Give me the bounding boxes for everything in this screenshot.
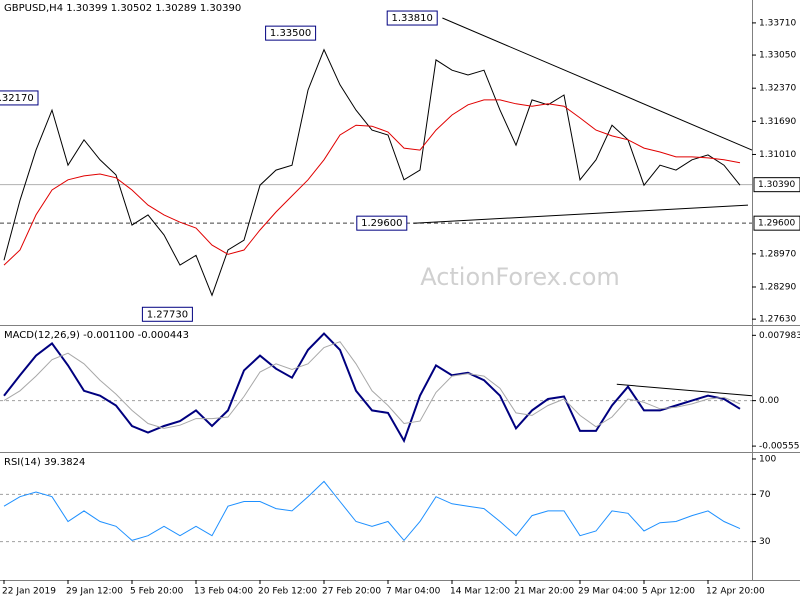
series-line [3,332,741,444]
x-tick-label: 14 Mar 12:00 [450,587,510,597]
y-tick-label: 0.00 [759,396,779,406]
price-annotation: 1.29600 [361,218,402,229]
y-tick-label: 1.28970 [759,249,796,259]
price-marker: 1.29600 [758,219,795,229]
y-tick-label: 1.27630 [759,315,796,325]
series-line [3,48,741,297]
y-tick-label: 1.31690 [759,117,796,127]
y-tick-label: 1.28290 [759,282,796,292]
price-marker-box [753,215,800,231]
price-annotation: 1.27730 [147,309,188,320]
price-annotation: 1.33500 [270,28,311,39]
trendline [442,17,753,151]
pane-title: GBPUSD,H4 1.30399 1.30502 1.30289 1.3039… [4,3,241,14]
series-line [3,341,741,429]
x-tick-label: 29 Mar 04:00 [578,587,638,597]
x-tick-label: 20 Feb 12:00 [258,587,317,597]
price-annotation: 1.32170 [0,93,34,104]
y-tick-label: 30 [759,537,771,547]
y-tick-label: 1.31010 [759,150,796,160]
y-tick-label: 70 [759,490,771,500]
pane-title: MACD(12,26,9) -0.001100 -0.000443 [4,330,189,341]
y-tick-label: 0.007983 [759,331,800,341]
price-annotation: 1.33810 [392,13,433,24]
y-tick-label: 1.33050 [759,51,796,61]
y-tick-label: 1.33710 [759,18,796,28]
price-annotation-box [141,306,193,322]
x-tick-label: 12 Apr 20:00 [706,587,765,597]
price-marker: 1.30390 [758,180,795,190]
x-tick-label: 5 Feb 20:00 [130,587,184,597]
pane-title: RSI(14) 39.3824 [4,457,85,468]
price-annotation-box [265,25,317,41]
x-tick-label: 7 Mar 04:00 [386,587,441,597]
x-tick-label: 5 Apr 12:00 [642,587,695,597]
price-annotation-box [0,90,39,106]
trendline [616,383,753,397]
series-line [3,99,741,266]
x-tick-label: 29 Jan 12:00 [66,587,123,597]
y-tick-label: 100 [759,454,776,464]
series-line [3,480,741,542]
price-annotation-box [386,10,438,26]
watermark: ActionForex.com [420,263,620,291]
x-tick-label: 27 Feb 20:00 [322,587,381,597]
y-tick-label: -0.005559 [759,442,800,452]
trendline [413,204,749,224]
y-tick-label: 1.32370 [759,84,796,94]
price-marker-box [753,177,800,193]
x-tick-label: 21 Mar 20:00 [514,587,574,597]
x-tick-label: 22 Jan 2019 [2,587,56,597]
price-annotation-box [356,215,408,231]
x-tick-label: 13 Feb 04:00 [194,587,253,597]
